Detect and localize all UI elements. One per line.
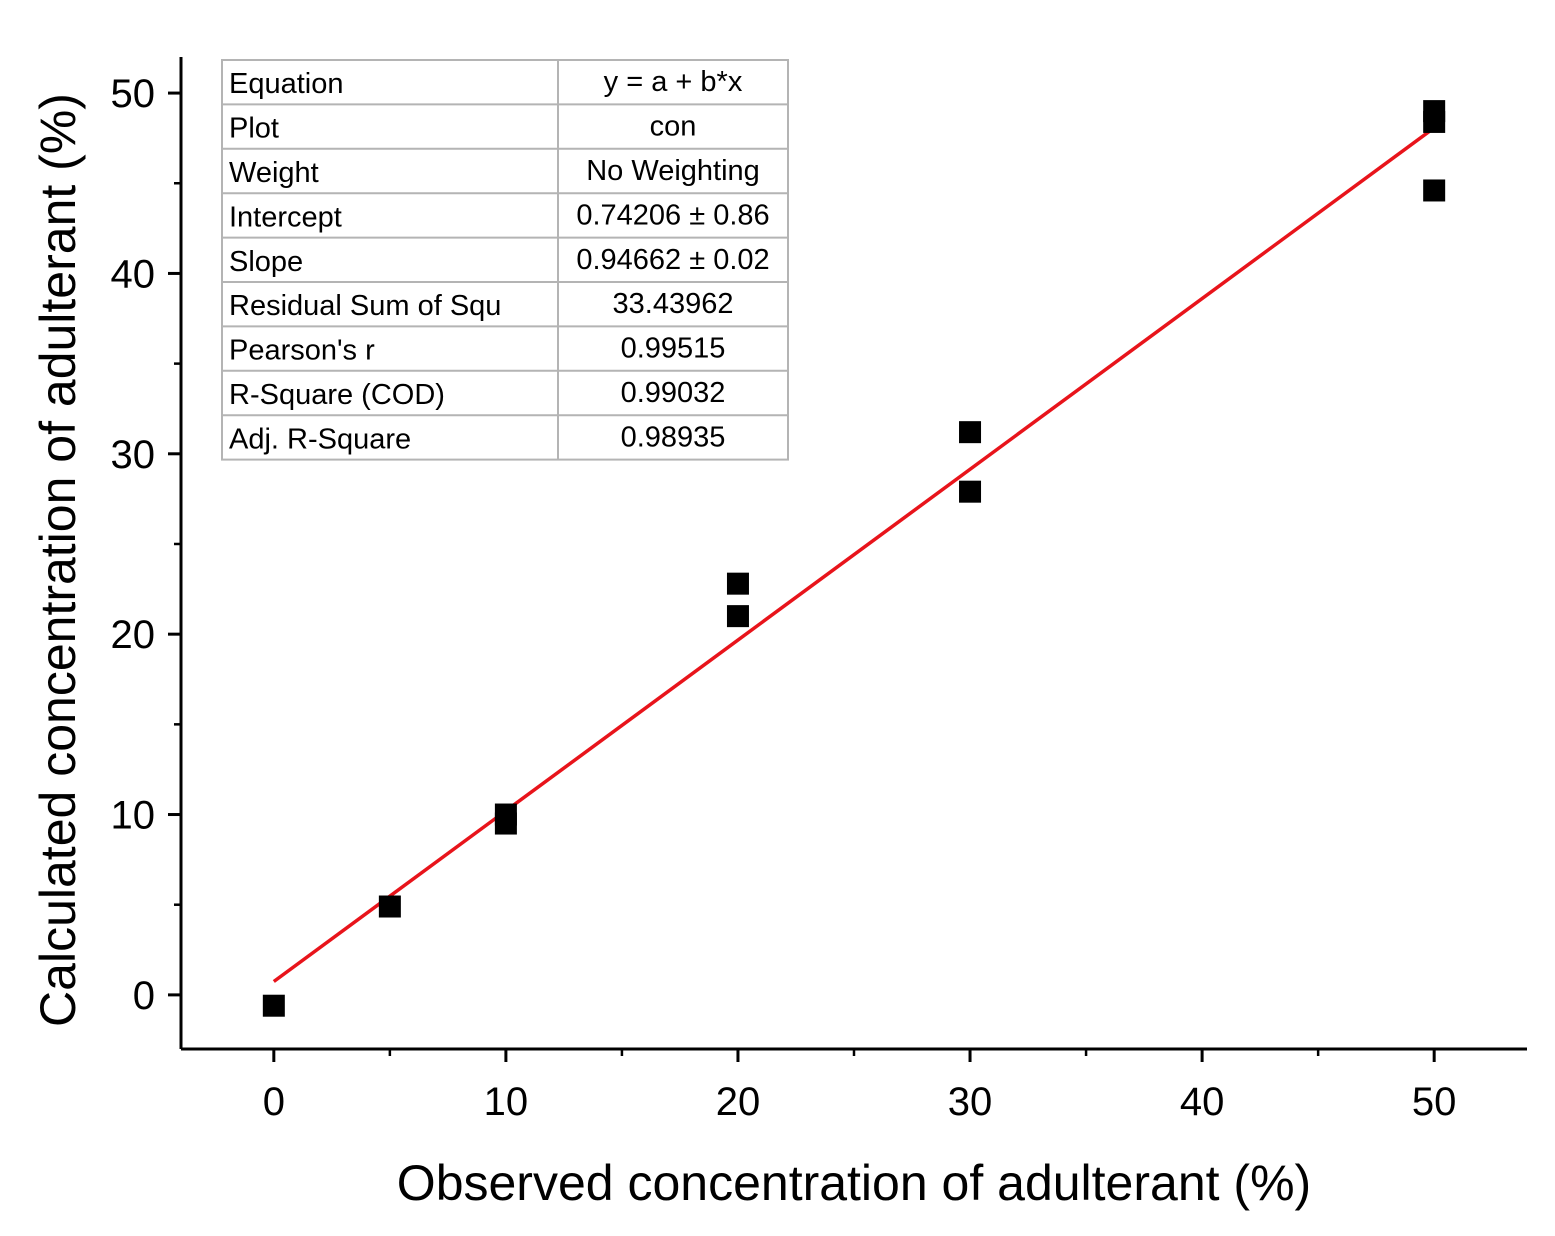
x-tick-label-0: 0 (263, 1080, 285, 1124)
stats-table: Equation y = a + b*x Plot con Weight No Weigh… (221, 59, 789, 461)
stats-table-label-2: Weight (229, 157, 319, 189)
data-point-10 (1423, 179, 1446, 202)
fit-line-layer (272, 126, 1436, 983)
data-points (262, 100, 1446, 1017)
stats-table-label-0: Equation (229, 68, 344, 100)
x-tick-label-2: 20 (716, 1080, 761, 1124)
data-point-6 (959, 421, 982, 444)
stats-table-label-6: Pearson's r (229, 335, 375, 367)
stats-table-value-2: No Weighting (586, 155, 760, 187)
stats-table-value-7: 0.99032 (621, 377, 726, 409)
stats-table-label-5: Residual Sum of Squ (229, 290, 501, 322)
data-point-0 (262, 994, 285, 1017)
x-axis-title: Observed concentration of adulterant (%) (397, 1155, 1311, 1211)
fit-line (272, 126, 1436, 983)
data-point-7 (959, 480, 982, 503)
y-axis-title: Calculated concentration of adulterant (… (30, 93, 86, 1027)
data-point-9 (1423, 110, 1446, 133)
axes: 0 10 20 30 40 50 0 10 20 30 40 50 (111, 57, 1527, 1124)
stats-table-label-1: Plot (229, 113, 279, 145)
stats-table-value-5: 33.43962 (613, 288, 734, 320)
stats-table-label-8: Adj. R-Square (229, 423, 411, 455)
stats-table-value-1: con (650, 111, 697, 143)
y-tick-label-1: 10 (111, 794, 156, 838)
stats-table-frame (221, 59, 789, 461)
stats-table-value-6: 0.99515 (621, 333, 726, 365)
x-tick-label-3: 30 (948, 1080, 993, 1124)
x-tick-label-5: 50 (1412, 1080, 1457, 1124)
data-point-4 (726, 572, 749, 595)
data-point-5 (726, 605, 749, 628)
x-tick-label-4: 40 (1180, 1080, 1225, 1124)
y-tick-label-3: 30 (111, 433, 156, 477)
x-tick-label-1: 10 (484, 1080, 529, 1124)
y-tick-label-4: 40 (111, 252, 156, 296)
stats-table-label-3: Intercept (229, 201, 342, 233)
y-tick-label-2: 20 (111, 613, 156, 657)
y-tick-label-5: 50 (111, 72, 156, 116)
stats-table-value-4: 0.94662 ± 0.02 (576, 244, 769, 276)
stats-table-label-4: Slope (229, 246, 303, 278)
y-tick-label-0: 0 (133, 974, 155, 1018)
data-point-3 (494, 812, 517, 835)
stats-table-label-7: R-Square (COD) (229, 379, 445, 411)
data-point-1 (378, 895, 401, 918)
stats-table-value-0: y = a + b*x (604, 66, 743, 98)
stats-table-value-8: 0.98935 (621, 421, 726, 453)
stats-table-value-3: 0.74206 ± 0.86 (576, 199, 769, 231)
